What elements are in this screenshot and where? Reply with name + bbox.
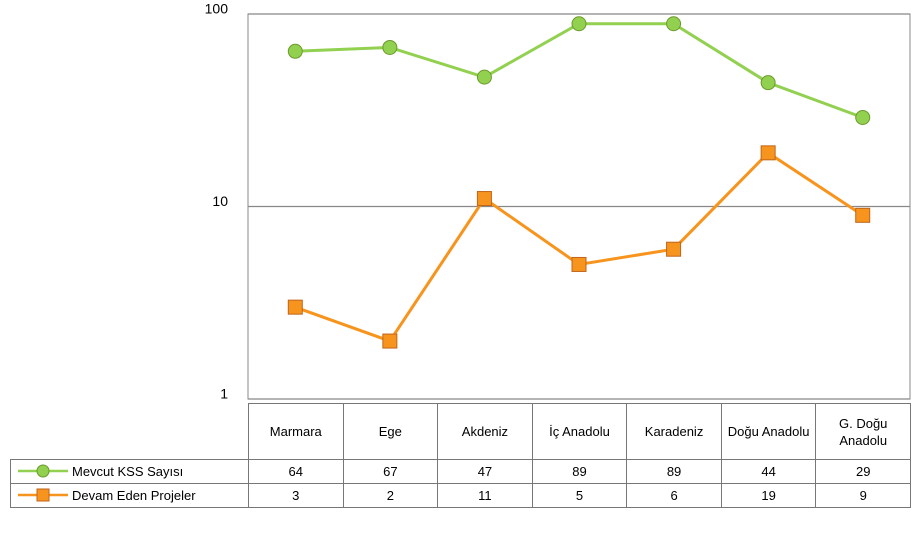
y-tick-label: 1 [220, 386, 228, 402]
series-line [295, 22, 864, 119]
data-point [476, 69, 492, 85]
data-cell: 89 [531, 459, 628, 484]
data-cell: 2 [342, 483, 439, 508]
data-cell: 3 [248, 483, 344, 508]
data-cell: 89 [626, 459, 722, 484]
data-point [760, 145, 776, 161]
data-cell: 19 [720, 483, 817, 508]
legend-marker [36, 464, 50, 478]
category-header: İç Anadolu [531, 403, 628, 460]
data-cell: 9 [815, 483, 911, 508]
legend-label: Mevcut KSS Sayısı [72, 463, 184, 479]
category-header: Karadeniz [626, 403, 722, 460]
data-point [855, 109, 871, 125]
data-point [855, 207, 871, 223]
legend-marker [36, 488, 50, 502]
data-cell: 6 [626, 483, 722, 508]
y-tick-label: 10 [212, 193, 228, 209]
data-cell: 29 [815, 459, 911, 484]
data-point [476, 191, 492, 207]
data-point [760, 75, 776, 91]
data-cell: 47 [437, 459, 533, 484]
data-cell: 5 [531, 483, 628, 508]
data-point [287, 43, 303, 59]
data-cell: 11 [437, 483, 533, 508]
data-point [382, 333, 398, 349]
data-point [666, 241, 682, 257]
legend-label: Devam Eden Projeler [72, 487, 196, 503]
data-point [382, 39, 398, 55]
category-header: Ege [342, 403, 439, 460]
data-point [287, 299, 303, 315]
data-point [571, 256, 587, 272]
category-header: G. Doğu Anadolu [815, 403, 911, 460]
category-header: Doğu Anadolu [720, 403, 817, 460]
data-point [666, 16, 682, 32]
data-cell: 44 [720, 459, 817, 484]
series-line [294, 150, 864, 343]
data-point [571, 16, 587, 32]
y-tick-label: 100 [205, 1, 229, 17]
data-cell: 67 [342, 459, 439, 484]
category-header: Marmara [248, 403, 344, 460]
category-header: Akdeniz [437, 403, 533, 460]
data-cell: 64 [248, 459, 344, 484]
